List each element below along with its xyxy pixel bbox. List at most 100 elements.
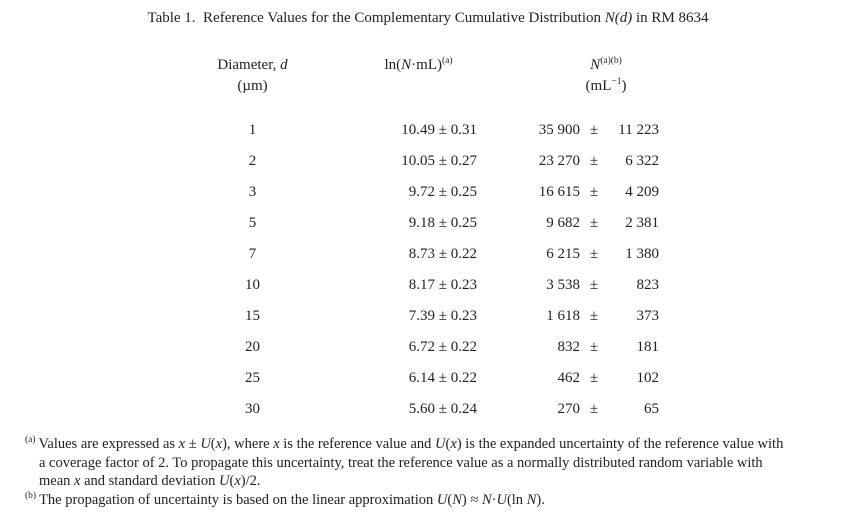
diameter-cell: 20 bbox=[245, 339, 260, 355]
superscript: (a) bbox=[441, 56, 453, 66]
text-segment: U bbox=[496, 491, 507, 508]
table-row: 30 5.60 ± 0.24 270 ±65 bbox=[0, 394, 856, 425]
n-value-cell: 23 270 bbox=[538, 153, 580, 169]
diameter-cell: 2 bbox=[248, 153, 257, 169]
n-value-cell: 6 215 bbox=[546, 246, 580, 262]
text-segment: ). bbox=[536, 491, 545, 508]
diameter-cell: 1 bbox=[248, 122, 257, 138]
text-segment: x bbox=[234, 473, 241, 489]
text-segment: N bbox=[590, 57, 601, 73]
text-segment: )/2. bbox=[240, 473, 261, 489]
text-segment: ) bbox=[621, 78, 627, 94]
diameter-cell: 3 bbox=[248, 184, 257, 200]
ln-value-cell: 7.39 ± 0.23 bbox=[408, 308, 477, 324]
table-row: 15 7.39 ± 0.23 1 618 ±373 bbox=[0, 301, 856, 332]
table-row: 25 6.14 ± 0.22 462 ±102 bbox=[0, 363, 856, 394]
ln-value-cell: 10.49 ± 0.31 bbox=[401, 122, 477, 138]
ln-value-cell: 6.72 ± 0.22 bbox=[408, 339, 477, 355]
text-segment: ( bbox=[447, 491, 453, 508]
text-segment: The propagation of uncertainty is based … bbox=[39, 491, 437, 508]
uncertainty-cell: 823 bbox=[636, 277, 660, 293]
text-segment: U bbox=[218, 473, 230, 489]
text-segment: x bbox=[178, 436, 186, 452]
column-header-ln-n-line1: ln(N·mL)(a) bbox=[360, 55, 477, 76]
text-segment: N bbox=[481, 491, 492, 508]
text-segment: and standard deviation bbox=[80, 473, 219, 489]
table-row: 1 10.49 ± 0.31 35 900 ±11 223 bbox=[0, 115, 856, 146]
n-value-cell: 16 615 bbox=[538, 184, 580, 200]
text-segment: Diameter, bbox=[217, 57, 281, 73]
footnote-line: mean x and standard deviation U(x)/2. bbox=[25, 472, 853, 491]
uncertainty-cell: 373 bbox=[636, 308, 660, 324]
diameter-cell: 7 bbox=[248, 246, 257, 262]
n-value-cell: 270 bbox=[557, 401, 581, 417]
ln-value-cell: 9.18 ± 0.25 bbox=[408, 215, 477, 231]
ln-value-cell: 8.73 ± 0.22 bbox=[408, 246, 477, 262]
plus-minus-symbol: ± bbox=[589, 184, 599, 200]
diameter-cell: 5 bbox=[248, 215, 257, 231]
diameter-cell: 30 bbox=[245, 401, 260, 417]
text-segment: N bbox=[452, 491, 462, 508]
text-segment: ) is the expanded uncertainty of the ref… bbox=[456, 436, 784, 452]
footnote-line: (b) The propagation of uncertainty is bas… bbox=[25, 491, 853, 510]
text-segment: ( bbox=[445, 436, 451, 452]
text-segment: (ln bbox=[506, 491, 527, 508]
table-caption: Table 1. Reference Values for the Comple… bbox=[0, 10, 856, 27]
text-segment: Values are expressed as bbox=[38, 436, 179, 452]
ln-value-cell: 10.05 ± 0.27 bbox=[401, 153, 477, 169]
column-header-ln-n: ln(N·mL)(a) bbox=[360, 55, 477, 76]
column-header-n: N(a)(b) (mL−1) bbox=[511, 55, 701, 97]
table-row: 20 6.72 ± 0.22 832 ±181 bbox=[0, 332, 856, 363]
ln-value-cell: 8.17 ± 0.23 bbox=[408, 277, 477, 293]
plus-minus-symbol: ± bbox=[589, 246, 599, 262]
text-segment: (µm) bbox=[237, 78, 268, 94]
text-segment: ( bbox=[229, 473, 235, 489]
uncertainty-cell: 65 bbox=[644, 401, 659, 417]
text-segment: U bbox=[435, 436, 446, 452]
text-segment: ·mL) bbox=[411, 57, 442, 73]
text-segment: x bbox=[450, 436, 457, 452]
text-segment: mean bbox=[39, 473, 75, 489]
text-segment: in RM 8634 bbox=[632, 10, 709, 26]
text-segment: N(d) bbox=[604, 10, 633, 26]
column-header-diameter-line1: Diameter, d bbox=[195, 55, 310, 76]
n-value-cell: 832 bbox=[557, 339, 581, 355]
uncertainty-cell: 2 381 bbox=[625, 215, 659, 231]
text-segment: U bbox=[200, 436, 211, 452]
ln-value-cell: 9.72 ± 0.25 bbox=[408, 184, 477, 200]
uncertainty-cell: 181 bbox=[636, 339, 660, 355]
text-segment: a coverage factor of 2. To propagate thi… bbox=[39, 454, 763, 471]
text-segment: is the reference value and bbox=[279, 436, 436, 452]
column-header-diameter-unit: (µm) bbox=[195, 76, 310, 97]
table-row: 3 9.72 ± 0.25 16 615 ±4 209 bbox=[0, 177, 856, 208]
text-segment: x bbox=[215, 436, 223, 452]
plus-minus-symbol: ± bbox=[589, 370, 599, 386]
footnotes: (a) Values are expressed as x ± U(x), whe… bbox=[25, 435, 853, 509]
table-row: 5 9.18 ± 0.25 9 682 ±2 381 bbox=[0, 208, 856, 239]
text-segment: ln( bbox=[384, 57, 402, 73]
table-row: 7 8.73 ± 0.22 6 215 ±1 380 bbox=[0, 239, 856, 270]
plus-minus-symbol: ± bbox=[589, 277, 599, 293]
table-row: 10 8.17 ± 0.23 3 538 ±823 bbox=[0, 270, 856, 301]
text-segment: x bbox=[74, 473, 81, 489]
plus-minus-symbol: ± bbox=[589, 308, 599, 324]
footnote-line: (a) Values are expressed as x ± U(x), whe… bbox=[25, 435, 853, 454]
diameter-cell: 25 bbox=[245, 370, 260, 386]
superscript: −1 bbox=[611, 77, 622, 87]
ln-value-cell: 6.14 ± 0.22 bbox=[408, 370, 477, 386]
plus-minus-symbol: ± bbox=[589, 401, 599, 417]
column-header-n-line1: N(a)(b) bbox=[511, 55, 701, 76]
diameter-cell: 15 bbox=[245, 308, 260, 324]
column-header-diameter: Diameter, d (µm) bbox=[195, 55, 310, 97]
uncertainty-cell: 1 380 bbox=[625, 246, 659, 262]
footnote-marker: (b) bbox=[25, 490, 37, 501]
text-segment: x bbox=[273, 436, 280, 452]
text-segment: d bbox=[280, 57, 288, 73]
text-segment: (mL bbox=[585, 78, 612, 94]
plus-minus-symbol: ± bbox=[589, 153, 599, 169]
n-value-cell: 35 900 bbox=[538, 122, 580, 138]
uncertainty-cell: 11 223 bbox=[618, 122, 659, 138]
text-segment: N bbox=[526, 491, 537, 508]
footnote-line: a coverage factor of 2. To propagate thi… bbox=[25, 454, 853, 473]
